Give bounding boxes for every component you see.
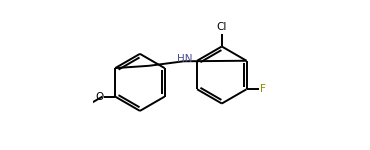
Text: Cl: Cl	[216, 22, 227, 32]
Text: F: F	[260, 84, 266, 94]
Text: O: O	[95, 92, 104, 102]
Text: HN: HN	[177, 54, 193, 64]
